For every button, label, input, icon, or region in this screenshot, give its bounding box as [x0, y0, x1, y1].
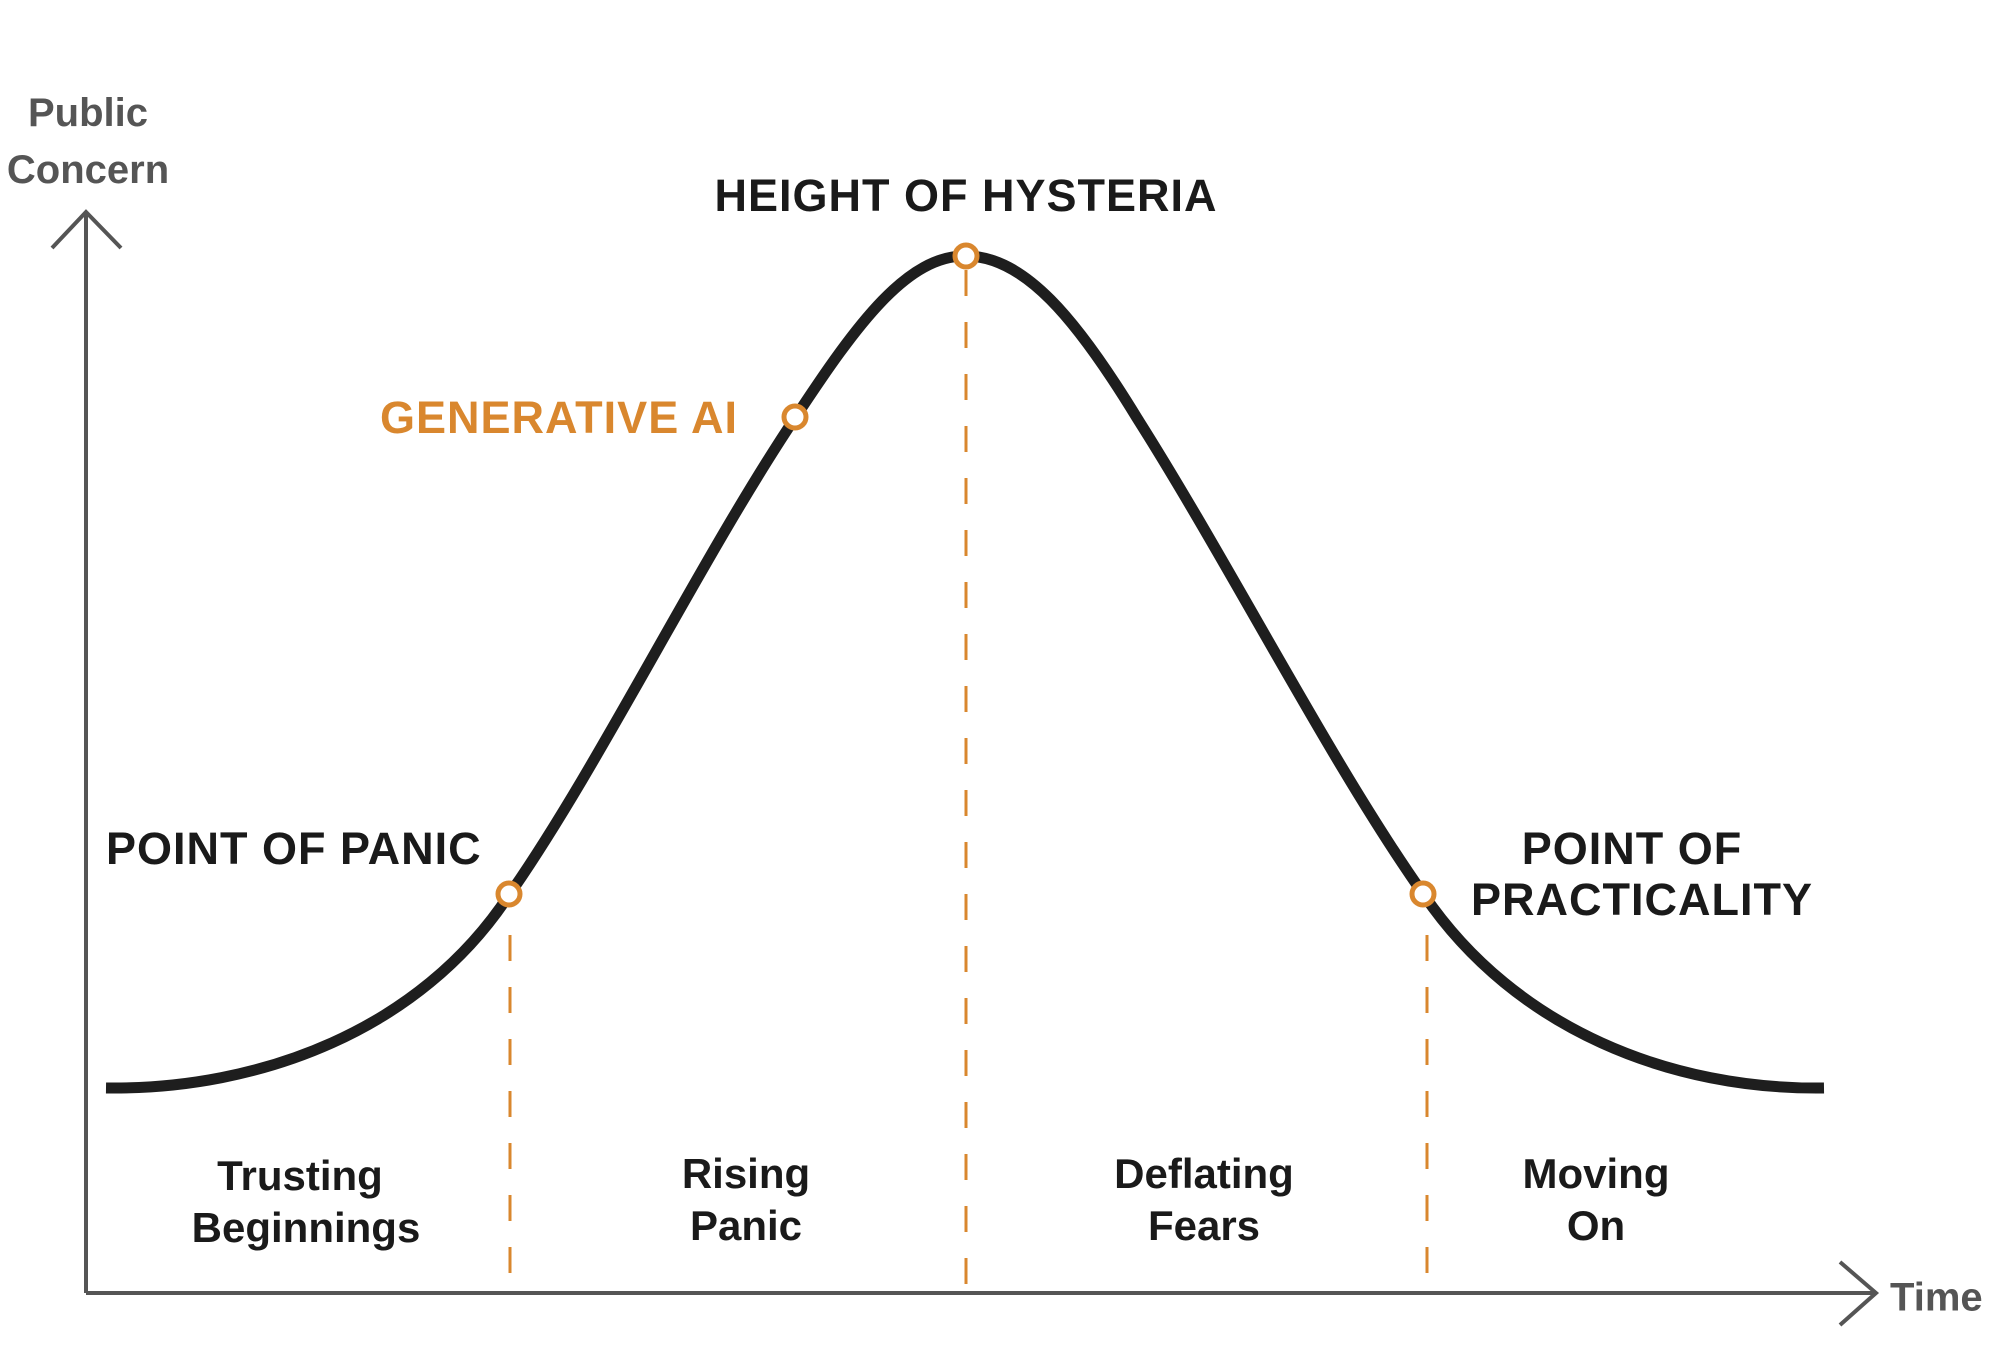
- phase-2-line2: Panic: [690, 1202, 802, 1249]
- x-axis-arrow-icon: [1838, 1260, 1880, 1327]
- label-practicality-line1: POINT OF: [1522, 823, 1743, 874]
- x-axis-label: Time: [1890, 1276, 1983, 1320]
- phase-1-line1: Trusting: [217, 1152, 383, 1199]
- label-generative-ai: GENERATIVE AI: [380, 392, 738, 443]
- phase-3-line1: Deflating: [1114, 1150, 1294, 1197]
- phase-1-line2: Beginnings: [192, 1204, 421, 1251]
- phase-3-line2: Fears: [1148, 1202, 1260, 1249]
- marker-practicality-icon: [1409, 880, 1437, 908]
- label-height-of-hysteria: HEIGHT OF HYSTERIA: [714, 170, 1217, 221]
- marker-hysteria-icon: [952, 242, 980, 270]
- y-axis-label-line1: Public: [28, 91, 148, 135]
- marker-panic-icon: [495, 880, 523, 908]
- marker-generative-ai-icon: [781, 403, 809, 431]
- phase-2-line1: Rising: [682, 1150, 810, 1197]
- label-point-of-panic: POINT OF PANIC: [106, 823, 482, 874]
- y-axis-arrow-icon: [50, 209, 123, 250]
- y-axis-label-line2: Concern: [7, 148, 169, 192]
- phase-4-line1: Moving: [1523, 1150, 1670, 1197]
- phase-4-line2: On: [1567, 1202, 1625, 1249]
- label-practicality-line2: PRACTICALITY: [1471, 874, 1813, 925]
